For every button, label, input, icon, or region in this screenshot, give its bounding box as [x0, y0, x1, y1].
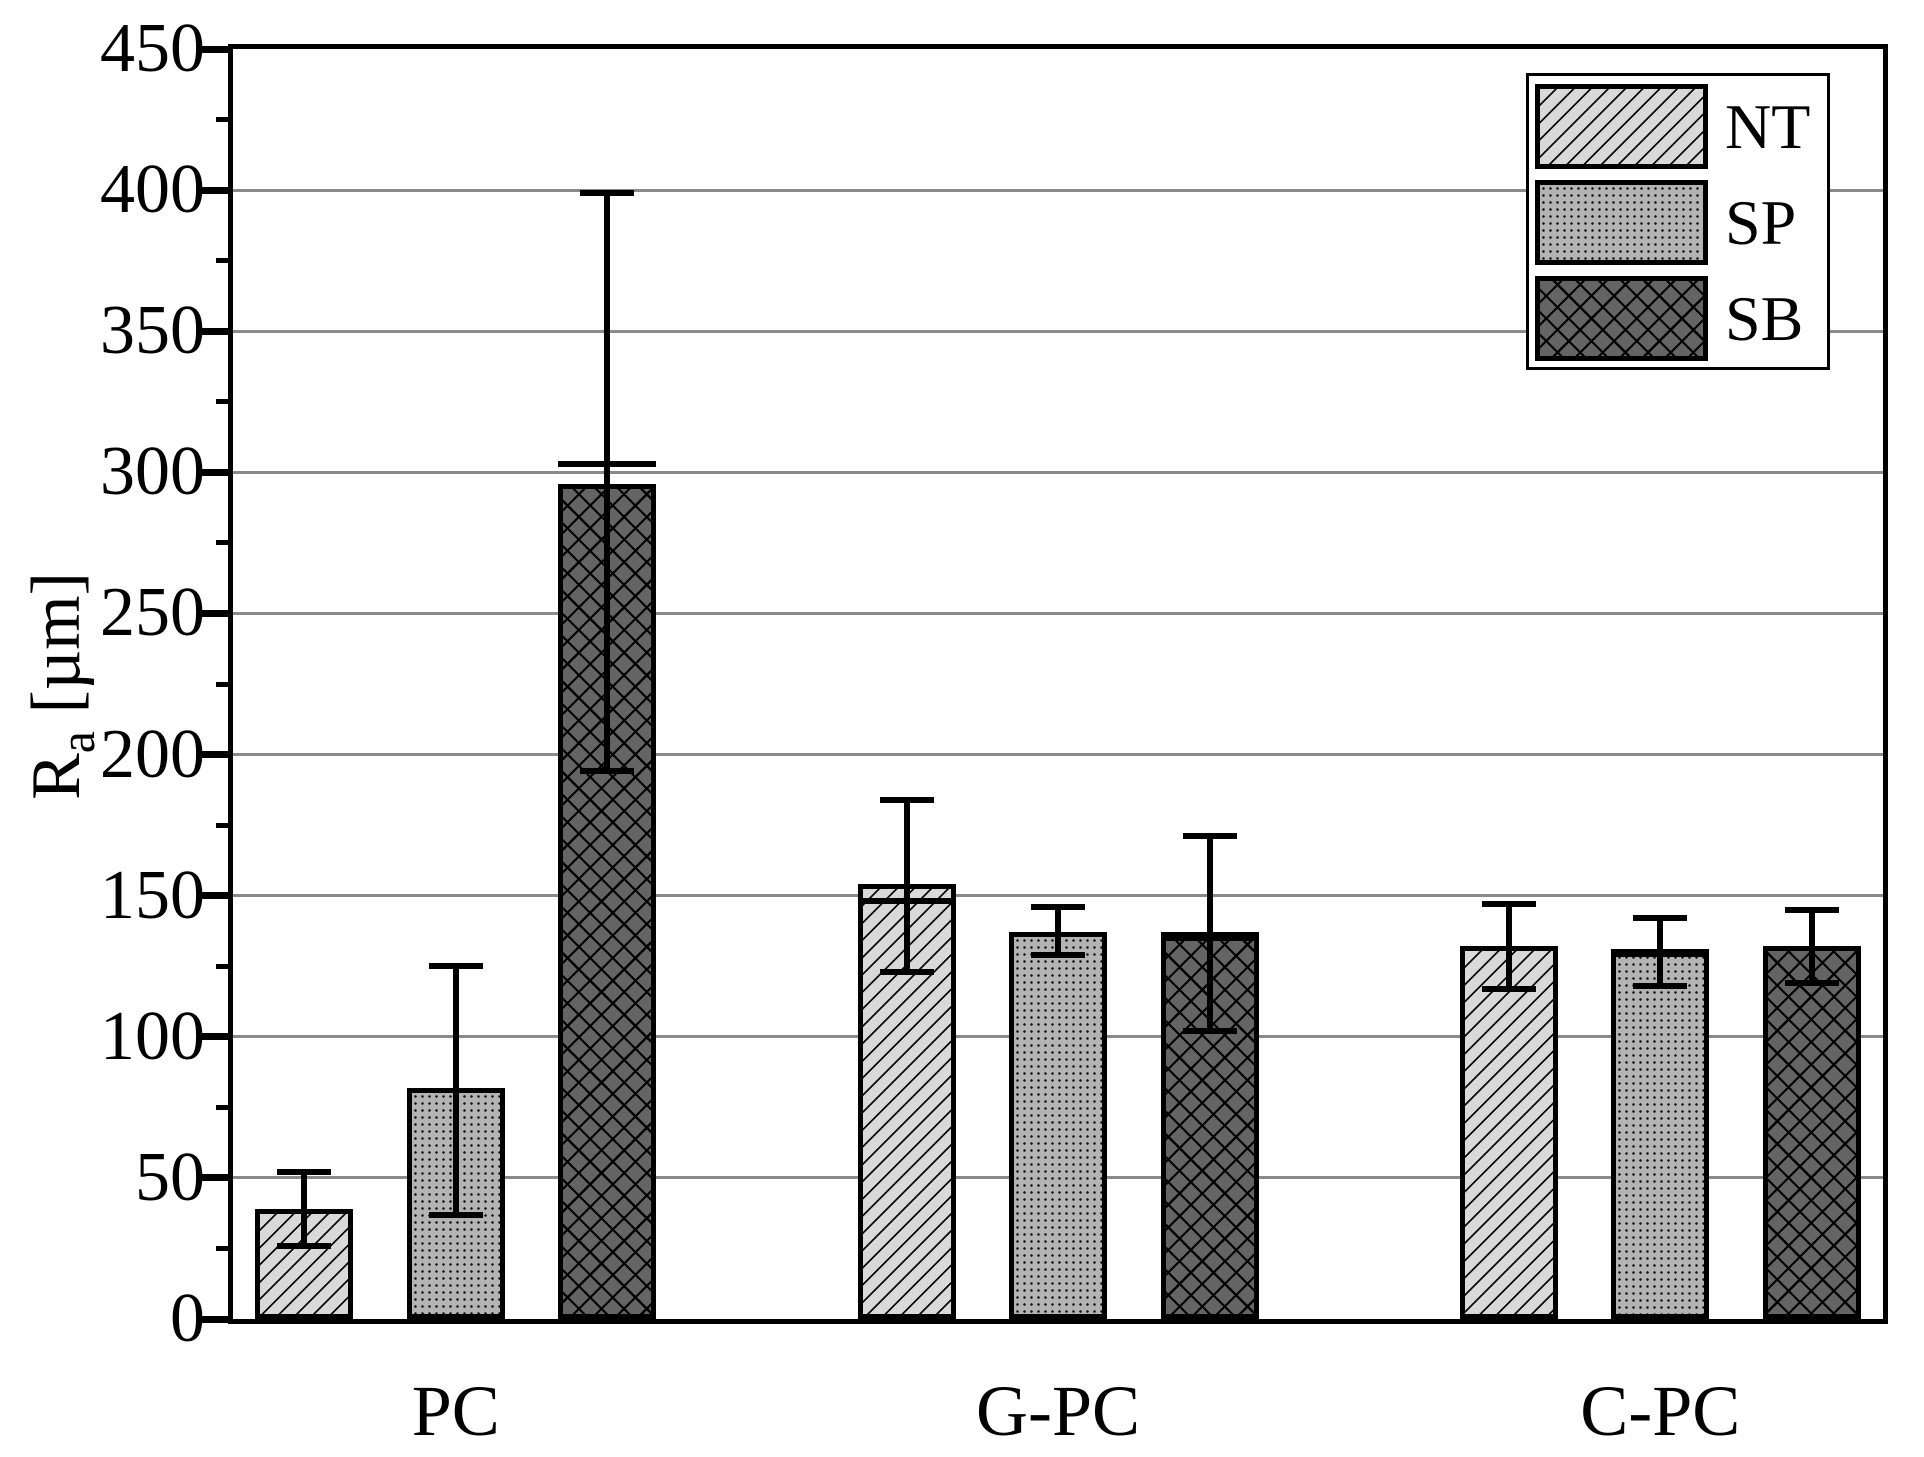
major-tick-200 — [202, 751, 230, 759]
legend-label-NT: NT — [1725, 91, 1811, 162]
legend-label-SB: SB — [1725, 283, 1804, 354]
legend-swatch-NT — [1535, 84, 1708, 169]
gridline-400 — [233, 188, 1883, 192]
errorbar-cap-high-PC-SP — [428, 963, 483, 970]
errorbar-cap-low-G-PC-NT — [879, 968, 934, 975]
marker-line-G-PC-NT — [857, 898, 956, 905]
minor-tick-125 — [216, 963, 230, 969]
y-axis-title: Ra [µm] — [12, 476, 105, 896]
errorbar-cap-high-C-PC-SP — [1633, 915, 1688, 922]
legend-swatch-SB — [1535, 276, 1708, 361]
minor-tick-325 — [216, 399, 230, 405]
gridline-200 — [233, 753, 1883, 757]
gridline-300 — [233, 470, 1883, 474]
y-tick-label-0: 0 — [170, 1280, 205, 1357]
y-tick-label-300: 300 — [100, 433, 205, 511]
errorbar-cap-high-C-PC-NT — [1481, 901, 1536, 908]
x-label-PC: PC — [411, 1371, 500, 1451]
minor-tick-275 — [216, 540, 230, 546]
minor-tick-175 — [216, 822, 230, 828]
bar-C-PC-NT — [1459, 946, 1558, 1319]
bar-PC-SB — [558, 483, 657, 1319]
errorbar-cap-low-C-PC-NT — [1481, 985, 1536, 992]
major-tick-350 — [202, 327, 230, 335]
errorbar-cap-high-PC-SB — [580, 189, 635, 196]
marker-line-C-PC-SP — [1611, 950, 1710, 957]
gridline-150 — [233, 894, 1883, 898]
legend-label-SP: SP — [1725, 187, 1797, 258]
x-label-C-PC: C-PC — [1580, 1371, 1741, 1451]
major-tick-450 — [202, 45, 230, 53]
y-tick-label-350: 350 — [100, 292, 205, 370]
errorbar-whisker-PC-NT — [301, 1172, 308, 1246]
legend-item-SB: SB — [1535, 275, 1827, 362]
errorbar-cap-high-G-PC-NT — [879, 796, 934, 803]
minor-tick-375 — [216, 258, 230, 264]
major-tick-400 — [202, 186, 230, 194]
errorbar-cap-high-G-PC-SP — [1031, 903, 1085, 910]
major-tick-100 — [202, 1033, 230, 1041]
major-tick-50 — [202, 1174, 230, 1182]
gridline-250 — [233, 611, 1883, 615]
errorbar-whisker-G-PC-SB — [1206, 836, 1213, 1032]
major-tick-250 — [202, 609, 230, 617]
y-tick-label-50: 50 — [135, 1138, 205, 1216]
marker-line-G-PC-SB — [1160, 935, 1259, 941]
errorbar-cap-low-C-PC-SB — [1784, 980, 1839, 987]
marker-line-PC-SB — [558, 460, 657, 467]
minor-tick-425 — [216, 117, 230, 123]
y-tick-label-400: 400 — [100, 151, 205, 229]
errorbar-cap-low-PC-SP — [428, 1211, 483, 1218]
errorbar-whisker-PC-SP — [452, 966, 459, 1215]
errorbar-cap-low-PC-SB — [580, 768, 635, 775]
errorbar-cap-high-PC-NT — [277, 1169, 332, 1176]
gridline-350 — [233, 329, 1883, 333]
major-tick-150 — [202, 892, 230, 900]
bar-G-PC-SB — [1160, 932, 1259, 1319]
bar-C-PC-SB — [1762, 946, 1861, 1319]
y-tick-label-200: 200 — [100, 715, 205, 793]
errorbar-whisker-G-PC-NT — [903, 799, 910, 972]
errorbar-whisker-PC-SB — [604, 192, 611, 772]
plot-area — [228, 44, 1888, 1324]
bar-C-PC-SP — [1611, 949, 1710, 1319]
legend-item-NT: NT — [1535, 83, 1827, 170]
y-tick-label-100: 100 — [100, 997, 205, 1075]
legend-swatch-SP — [1535, 180, 1708, 265]
minor-tick-75 — [216, 1104, 230, 1110]
major-tick-0 — [202, 1315, 230, 1323]
y-tick-label-150: 150 — [100, 856, 205, 934]
errorbar-cap-high-C-PC-SB — [1784, 906, 1839, 913]
minor-tick-25 — [216, 1245, 230, 1251]
y-tick-label-450: 450 — [100, 10, 205, 87]
errorbar-whisker-G-PC-SP — [1055, 906, 1061, 955]
errorbar-cap-low-G-PC-SB — [1182, 1028, 1237, 1035]
errorbar-whisker-C-PC-SB — [1808, 909, 1815, 984]
errorbar-cap-low-C-PC-SP — [1633, 982, 1688, 989]
bar-G-PC-SP — [1009, 932, 1107, 1319]
x-label-G-PC: G-PC — [975, 1371, 1141, 1451]
errorbar-whisker-C-PC-NT — [1505, 904, 1512, 989]
major-tick-300 — [202, 468, 230, 476]
errorbar-cap-low-PC-NT — [277, 1242, 332, 1249]
errorbar-cap-low-G-PC-SP — [1031, 951, 1085, 958]
legend-item-SP: SP — [1535, 179, 1827, 266]
minor-tick-225 — [216, 681, 230, 687]
y-tick-label-250: 250 — [100, 574, 205, 652]
legend: NT SP SB — [1526, 73, 1830, 370]
errorbar-cap-high-G-PC-SB — [1182, 833, 1237, 840]
